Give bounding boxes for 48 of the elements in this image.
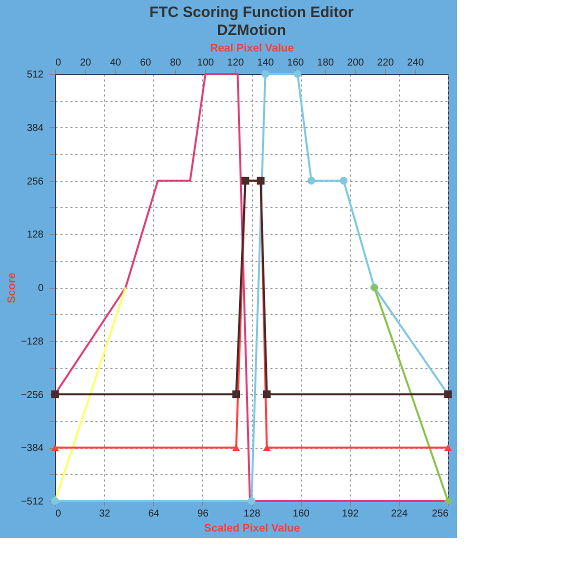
y-tick-label: 0 <box>38 283 44 294</box>
x-tick-label: 224 <box>391 508 408 520</box>
x2-tick-label: 40 <box>110 58 122 68</box>
x2-tick-label: 0 <box>56 58 62 68</box>
x-tick-label: 256 <box>432 508 449 520</box>
x2-tick-label: 60 <box>140 58 152 68</box>
y-tick-label: −512 <box>20 496 44 508</box>
chart-title: FTC Scoring Function Editor <box>149 4 354 21</box>
y-tick-label: 128 <box>26 230 44 241</box>
y-tick-label: −128 <box>20 336 44 348</box>
y-tick-label: 512 <box>26 70 44 80</box>
x-axis-title: Scaled Pixel Value <box>204 522 300 534</box>
point <box>261 70 270 78</box>
x2-tick-label: 120 <box>227 58 244 68</box>
x-tick-label: 64 <box>148 508 160 520</box>
x-tick-label: 96 <box>197 508 209 520</box>
point <box>262 390 271 398</box>
chart-subtitle: DZMotion <box>216 22 286 39</box>
x-tick-label: 32 <box>99 508 111 520</box>
x-tick-label: 128 <box>244 508 261 520</box>
x2-tick-label: 200 <box>347 58 364 68</box>
point <box>51 444 59 451</box>
y-tick-label: −256 <box>20 390 44 401</box>
x-tick-label: 0 <box>56 508 62 520</box>
point <box>232 390 240 398</box>
x2-tick-label: 220 <box>377 58 394 68</box>
point <box>444 497 452 505</box>
x2-tick-label: 140 <box>257 58 274 68</box>
x2-tick-label: 80 <box>170 58 182 68</box>
x2-tick-label: 180 <box>317 58 334 68</box>
point <box>444 444 452 451</box>
y-tick-label: 384 <box>26 122 44 134</box>
y-tick-label: −384 <box>20 443 44 454</box>
x-tick-label: 160 <box>292 508 310 520</box>
x-tick-label: 192 <box>342 508 360 520</box>
y-tick-label: 256 <box>26 176 44 188</box>
point <box>340 176 348 185</box>
x2-tick-label: 100 <box>197 58 214 68</box>
x2-tick-label: 240 <box>407 58 424 68</box>
point <box>51 390 59 398</box>
y-axis-title: Score <box>6 272 18 304</box>
x2-tick-label: 160 <box>287 58 304 68</box>
point <box>51 497 59 505</box>
point <box>248 497 256 505</box>
point <box>308 176 316 185</box>
x2-axis-title: Real Pixel Value <box>210 42 294 54</box>
x2-tick-label: 20 <box>80 58 92 68</box>
point <box>294 70 302 78</box>
